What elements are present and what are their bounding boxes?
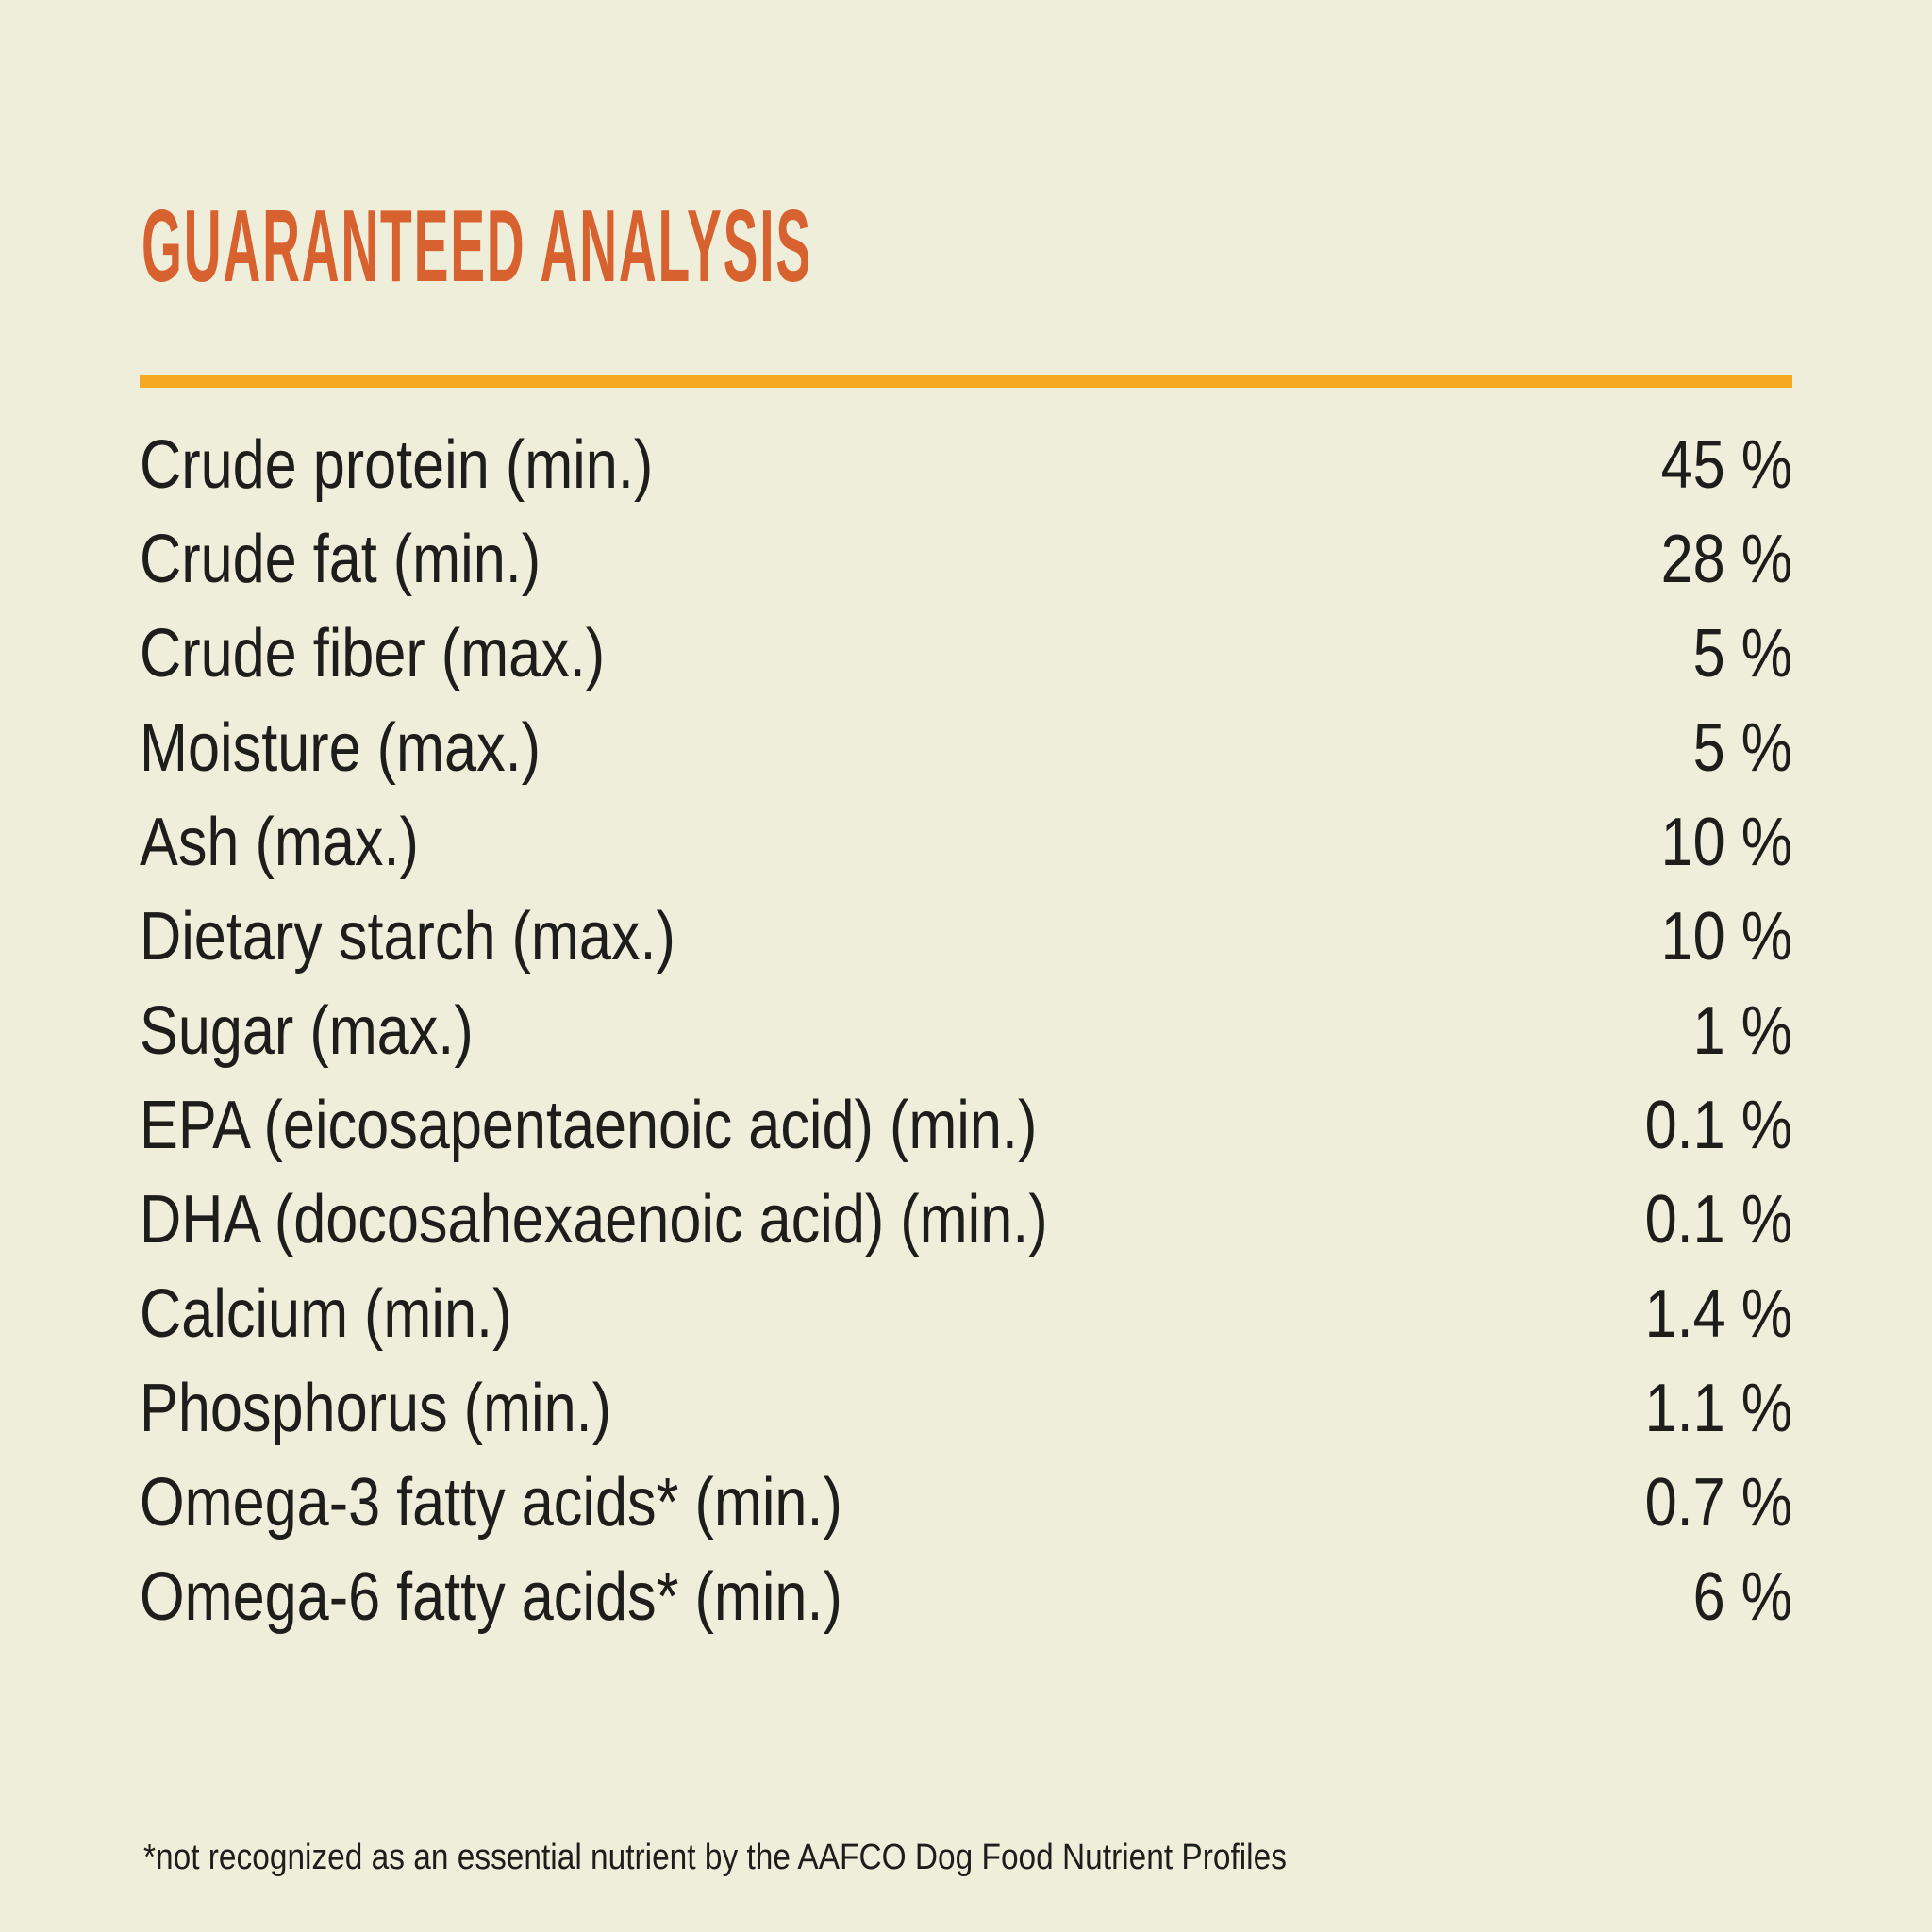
- row-label: Omega-6 fatty acids* (min.): [140, 1559, 842, 1635]
- row-value: 28 %: [1660, 522, 1792, 597]
- row-label: Phosphorus (min.): [140, 1371, 611, 1446]
- table-row: Omega-3 fatty acids* (min.) 0.7 %: [140, 1456, 1792, 1550]
- title-divider-rule: [140, 375, 1792, 388]
- row-value: 1.4 %: [1644, 1276, 1792, 1352]
- analysis-table: Crude protein (min.) 45 % Crude fat (min…: [140, 418, 1792, 1644]
- table-row: DHA (docosahexaenoic acid) (min.) 0.1 %: [140, 1173, 1792, 1267]
- table-row: Crude protein (min.) 45 %: [140, 418, 1792, 512]
- table-row: Ash (max.) 10 %: [140, 795, 1792, 890]
- row-label: Sugar (max.): [140, 993, 474, 1069]
- table-row: Crude fat (min.) 28 %: [140, 512, 1792, 607]
- table-row: Crude fiber (max.) 5 %: [140, 607, 1792, 701]
- row-value: 0.1 %: [1644, 1182, 1792, 1257]
- row-value: 45 %: [1660, 427, 1792, 503]
- row-label: DHA (docosahexaenoic acid) (min.): [140, 1182, 1048, 1257]
- table-row: Phosphorus (min.) 1.1 %: [140, 1361, 1792, 1456]
- row-label: Crude protein (min.): [140, 427, 654, 503]
- row-label: Crude fat (min.): [140, 522, 541, 597]
- row-value: 0.1 %: [1644, 1088, 1792, 1163]
- row-value: 1 %: [1692, 993, 1792, 1069]
- row-value: 5 %: [1692, 616, 1792, 691]
- table-row: Dietary starch (max.) 10 %: [140, 890, 1792, 984]
- aafco-footnote: *not recognized as an essential nutrient…: [143, 1838, 1287, 1877]
- row-value: 6 %: [1692, 1559, 1792, 1635]
- row-value: 10 %: [1660, 805, 1792, 880]
- row-label: Calcium (min.): [140, 1276, 512, 1352]
- page-title: GUARANTEED ANALYSIS: [142, 190, 812, 304]
- row-label: Omega-3 fatty acids* (min.): [140, 1465, 842, 1541]
- table-row: Sugar (max.) 1 %: [140, 984, 1792, 1078]
- table-row: Omega-6 fatty acids* (min.) 6 %: [140, 1550, 1792, 1644]
- row-label: Moisture (max.): [140, 710, 541, 786]
- row-label: Crude fiber (max.): [140, 616, 606, 691]
- row-value: 1.1 %: [1644, 1371, 1792, 1446]
- row-value: 5 %: [1692, 710, 1792, 786]
- row-label: EPA (eicosapentaenoic acid) (min.): [140, 1088, 1038, 1163]
- row-label: Ash (max.): [140, 805, 419, 880]
- row-label: Dietary starch (max.): [140, 899, 675, 974]
- row-value: 10 %: [1660, 899, 1792, 974]
- table-row: Calcium (min.) 1.4 %: [140, 1267, 1792, 1361]
- table-row: Moisture (max.) 5 %: [140, 701, 1792, 795]
- row-value: 0.7 %: [1644, 1465, 1792, 1541]
- table-row: EPA (eicosapentaenoic acid) (min.) 0.1 %: [140, 1078, 1792, 1173]
